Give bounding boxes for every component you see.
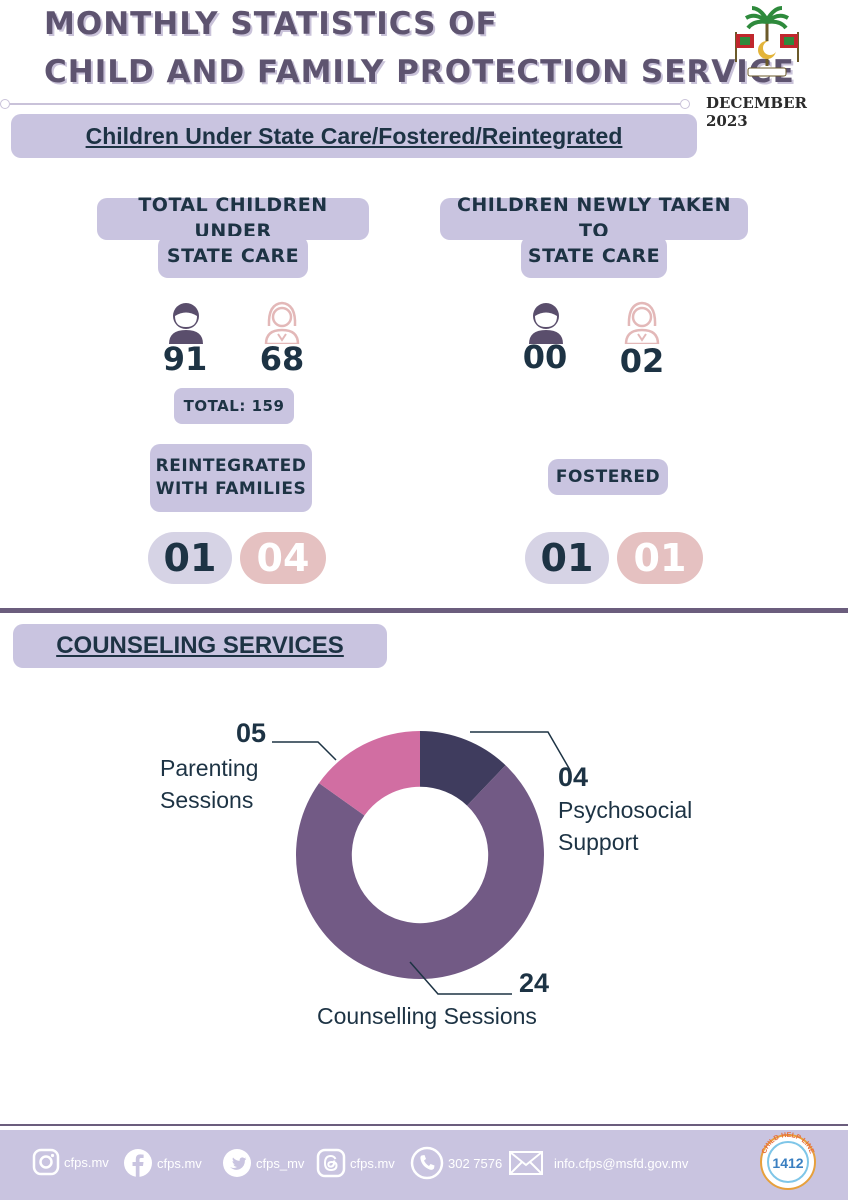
parenting-value: 05 bbox=[236, 718, 267, 748]
facebook-link[interactable]: cfps.mv bbox=[123, 1148, 202, 1178]
leader-line-psychosocial bbox=[470, 731, 571, 771]
reintegrated-line2: WITH FAMILIES bbox=[155, 479, 307, 499]
threads-handle: cfps.mv bbox=[350, 1155, 395, 1171]
email-address: info.cfps@msfd.gov.mv bbox=[554, 1155, 689, 1171]
footer-rule bbox=[0, 1124, 848, 1126]
leader-line-parenting bbox=[272, 741, 337, 761]
parenting-label: Parenting Sessions bbox=[160, 752, 258, 816]
phone-link[interactable]: 302 7576 bbox=[410, 1146, 502, 1180]
boy-icon bbox=[169, 303, 203, 344]
total-boys-count: 91 bbox=[162, 340, 208, 378]
reintegrated-boys-badge: 01 bbox=[148, 532, 232, 584]
report-month: DECEMBER 2023 bbox=[706, 94, 807, 130]
fostered-label: FOSTERED bbox=[548, 459, 668, 495]
parenting-slice bbox=[318, 731, 420, 816]
counseling-section-title: COUNSELING SERVICES bbox=[13, 624, 387, 668]
phone-number: 302 7576 bbox=[448, 1155, 503, 1171]
new-label-line2: STATE CARE bbox=[527, 245, 661, 268]
rule-dot-left bbox=[0, 99, 10, 109]
girl-icon bbox=[264, 301, 300, 344]
title-line-1: MONTHLY STATISTICS OF bbox=[44, 6, 498, 42]
counselling-value: 24 bbox=[519, 968, 550, 998]
instagram-link[interactable]: cfps.mv bbox=[32, 1148, 109, 1176]
phone-icon bbox=[410, 1146, 444, 1180]
reintegrated-line1: REINTEGRATED bbox=[155, 456, 307, 477]
new-boys-count: 00 bbox=[522, 338, 568, 376]
girl-icon bbox=[624, 301, 660, 344]
total-sum-text: TOTAL: 159 bbox=[183, 396, 285, 415]
twitter-icon bbox=[223, 1149, 251, 1177]
new-children-label-top: CHILDREN NEWLY TAKEN TO bbox=[440, 194, 748, 242]
facebook-icon bbox=[124, 1149, 152, 1177]
counselling-slice bbox=[296, 765, 544, 979]
header-rule bbox=[10, 103, 680, 105]
title-line-2: CHILD AND FAMILY PROTECTION SERVICE bbox=[44, 54, 795, 90]
fostered-boys-badge: 01 bbox=[525, 532, 609, 584]
psychosocial-value: 04 bbox=[558, 762, 589, 792]
total-sum-badge: TOTAL: 159 bbox=[174, 388, 294, 424]
helpline-number: 1412 bbox=[772, 1155, 803, 1171]
fostered-girls-badge: 01 bbox=[617, 532, 703, 584]
psychosocial-label-line2: Support bbox=[558, 829, 639, 856]
psychosocial-slice bbox=[420, 731, 506, 806]
state-emblem-icon bbox=[735, 6, 799, 77]
mail-icon bbox=[509, 1151, 543, 1175]
total-children-label-top: TOTAL CHILDREN UNDER bbox=[97, 194, 369, 242]
threads-link[interactable]: cfps.mv bbox=[316, 1148, 395, 1178]
email-link[interactable]: info.cfps@msfd.gov.mv bbox=[508, 1150, 688, 1176]
new-girls-count: 02 bbox=[619, 342, 665, 380]
reintegrated-girls-badge: 04 bbox=[240, 532, 326, 584]
new-children-label-bottom: STATE CARE bbox=[521, 236, 667, 278]
counselling-label: Counselling Sessions bbox=[317, 1003, 537, 1029]
child-helpline-logo: 1412 CHILD HELP LINE bbox=[760, 1132, 816, 1190]
fostered-text: FOSTERED bbox=[555, 466, 661, 487]
instagram-handle: cfps.mv bbox=[64, 1154, 109, 1170]
twitter-link[interactable]: cfps_mv bbox=[222, 1148, 304, 1178]
total-label-line2: STATE CARE bbox=[166, 245, 300, 268]
twitter-handle: cfps_mv bbox=[256, 1155, 305, 1171]
facebook-handle: cfps.mv bbox=[157, 1155, 202, 1171]
psychosocial-label-line1: Psychosocial bbox=[558, 797, 693, 823]
total-children-label-bottom: STATE CARE bbox=[158, 236, 308, 278]
threads-icon bbox=[316, 1148, 346, 1178]
section-divider bbox=[0, 608, 848, 613]
psychosocial-label: Psychosocial Support bbox=[558, 794, 692, 858]
leader-line-counselling bbox=[409, 961, 512, 995]
total-girls-count: 68 bbox=[259, 340, 305, 378]
parenting-label-line2: Sessions bbox=[160, 787, 254, 814]
rule-dot-right bbox=[680, 99, 690, 109]
counseling-donut-chart bbox=[272, 731, 571, 995]
parenting-label-line1: Parenting bbox=[160, 755, 259, 781]
boy-icon bbox=[529, 303, 563, 344]
reintegrated-label: REINTEGRATED WITH FAMILIES bbox=[150, 444, 312, 512]
instagram-icon bbox=[32, 1148, 60, 1176]
state-care-section-title: Children Under State Care/Fostered/Reint… bbox=[11, 114, 697, 158]
